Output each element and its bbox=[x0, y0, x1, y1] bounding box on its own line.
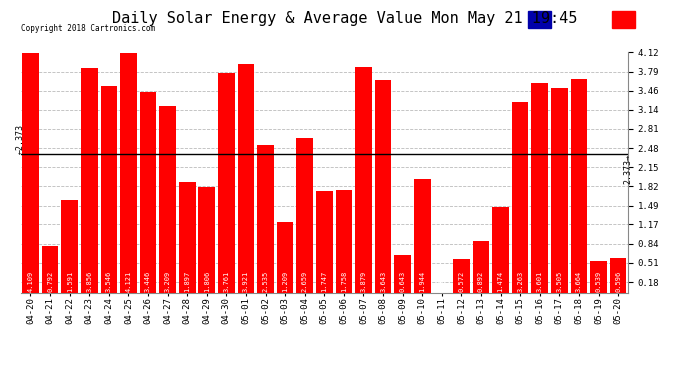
Bar bbox=[453, 259, 470, 292]
Bar bbox=[22, 53, 39, 292]
Text: 0.643: 0.643 bbox=[400, 271, 406, 292]
Text: 1.758: 1.758 bbox=[341, 271, 347, 292]
Bar bbox=[528, 12, 551, 28]
Bar bbox=[179, 182, 195, 292]
Bar bbox=[512, 102, 529, 292]
Bar bbox=[199, 187, 215, 292]
Text: 0.892: 0.892 bbox=[478, 271, 484, 292]
Bar bbox=[101, 86, 117, 292]
Text: 3.263: 3.263 bbox=[518, 271, 523, 292]
Text: 1.209: 1.209 bbox=[282, 271, 288, 292]
Text: Average ($): Average ($) bbox=[555, 15, 609, 24]
Text: 3.664: 3.664 bbox=[576, 271, 582, 292]
Bar bbox=[335, 190, 352, 292]
Bar bbox=[42, 246, 59, 292]
Bar bbox=[414, 179, 431, 292]
Text: 0.572: 0.572 bbox=[458, 271, 464, 292]
Bar bbox=[375, 80, 391, 292]
Text: 0.792: 0.792 bbox=[47, 271, 53, 292]
Text: 4.121: 4.121 bbox=[126, 271, 131, 292]
Bar bbox=[218, 74, 235, 292]
Text: 3.921: 3.921 bbox=[243, 271, 249, 292]
Text: 1.806: 1.806 bbox=[204, 271, 210, 292]
Text: 3.546: 3.546 bbox=[106, 271, 112, 292]
Text: 2.535: 2.535 bbox=[262, 271, 268, 292]
Bar bbox=[571, 79, 587, 292]
Bar bbox=[297, 138, 313, 292]
Text: 1.944: 1.944 bbox=[420, 271, 425, 292]
Bar bbox=[257, 145, 274, 292]
Text: 2.373→: 2.373→ bbox=[623, 154, 633, 184]
Bar bbox=[159, 106, 176, 292]
Text: 3.601: 3.601 bbox=[537, 271, 543, 292]
Bar bbox=[61, 200, 78, 292]
Text: Daily Solar Energy & Average Value Mon May 21 19:45: Daily Solar Energy & Average Value Mon M… bbox=[112, 11, 578, 26]
Bar bbox=[590, 261, 607, 292]
Bar bbox=[120, 53, 137, 292]
Text: 1.591: 1.591 bbox=[67, 271, 72, 292]
Bar bbox=[551, 88, 568, 292]
Text: 0.000: 0.000 bbox=[439, 271, 445, 292]
Text: 4.109: 4.109 bbox=[28, 271, 34, 292]
Text: 3.856: 3.856 bbox=[86, 271, 92, 292]
Bar bbox=[492, 207, 509, 292]
Bar bbox=[237, 64, 255, 292]
Bar bbox=[531, 83, 548, 292]
Text: 0.539: 0.539 bbox=[595, 271, 602, 292]
Text: 3.879: 3.879 bbox=[360, 271, 366, 292]
Bar bbox=[139, 92, 157, 292]
Bar bbox=[81, 68, 97, 292]
Text: 1.474: 1.474 bbox=[497, 271, 504, 292]
Bar bbox=[394, 255, 411, 292]
Bar bbox=[611, 12, 635, 28]
Bar bbox=[610, 258, 627, 292]
Text: 3.505: 3.505 bbox=[556, 271, 562, 292]
Bar bbox=[473, 240, 489, 292]
Text: 3.761: 3.761 bbox=[224, 271, 229, 292]
Text: 3.209: 3.209 bbox=[165, 271, 170, 292]
Text: Daily  ($): Daily ($) bbox=[639, 15, 689, 24]
Bar bbox=[316, 191, 333, 292]
Text: 1.747: 1.747 bbox=[322, 271, 327, 292]
Text: 3.643: 3.643 bbox=[380, 271, 386, 292]
Text: Copyright 2018 Cartronics.com: Copyright 2018 Cartronics.com bbox=[21, 24, 155, 33]
Text: 1.897: 1.897 bbox=[184, 271, 190, 292]
Text: ←2.373: ←2.373 bbox=[16, 124, 26, 154]
Text: 2.659: 2.659 bbox=[302, 271, 308, 292]
Bar bbox=[277, 222, 293, 292]
Text: 0.596: 0.596 bbox=[615, 271, 621, 292]
Bar bbox=[355, 66, 372, 292]
Text: 3.446: 3.446 bbox=[145, 271, 151, 292]
